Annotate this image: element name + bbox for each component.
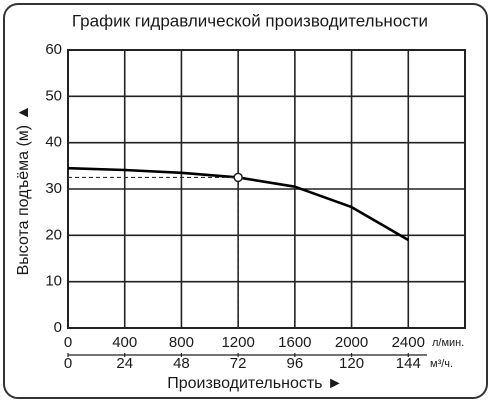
y-tick-label: 60: [45, 41, 62, 58]
y-tick-label: 50: [45, 87, 62, 104]
x2-tick-label: 24: [116, 355, 133, 372]
x-tick-label: 0: [64, 334, 72, 351]
chart-title: График гидравлической производительности: [72, 11, 428, 30]
frame: [3, 3, 488, 399]
y-tick-label: 10: [45, 273, 62, 290]
x2-tick-label: 48: [173, 355, 190, 372]
x-tick-label: 400: [112, 334, 137, 351]
operating-point: [233, 172, 243, 183]
x-tick-label: 800: [169, 334, 194, 351]
x-tick-label: 1600: [278, 334, 311, 351]
x-unit: л/мин.: [432, 337, 464, 349]
x-tick-label: 2000: [335, 334, 368, 351]
x2-tick-label: 144: [396, 355, 421, 372]
y-tick-label: 20: [45, 226, 62, 243]
y-tick-label: 0: [54, 319, 62, 336]
x2-unit: м³/ч.: [430, 358, 453, 370]
x-tick-label: 2400: [392, 334, 425, 351]
y-tick-label: 40: [45, 134, 62, 151]
x-tick-label: 1200: [221, 334, 254, 351]
x2-tick-label: 120: [339, 355, 364, 372]
x-axis-title: Производительность ►: [167, 375, 343, 392]
y-tick-label: 30: [45, 180, 62, 197]
x2-tick-label: 96: [287, 355, 304, 372]
x2-tick-label: 0: [64, 355, 72, 372]
x2-tick-label: 72: [230, 355, 247, 372]
y-axis-title: Высота подъёма (м) ▲: [15, 105, 32, 276]
